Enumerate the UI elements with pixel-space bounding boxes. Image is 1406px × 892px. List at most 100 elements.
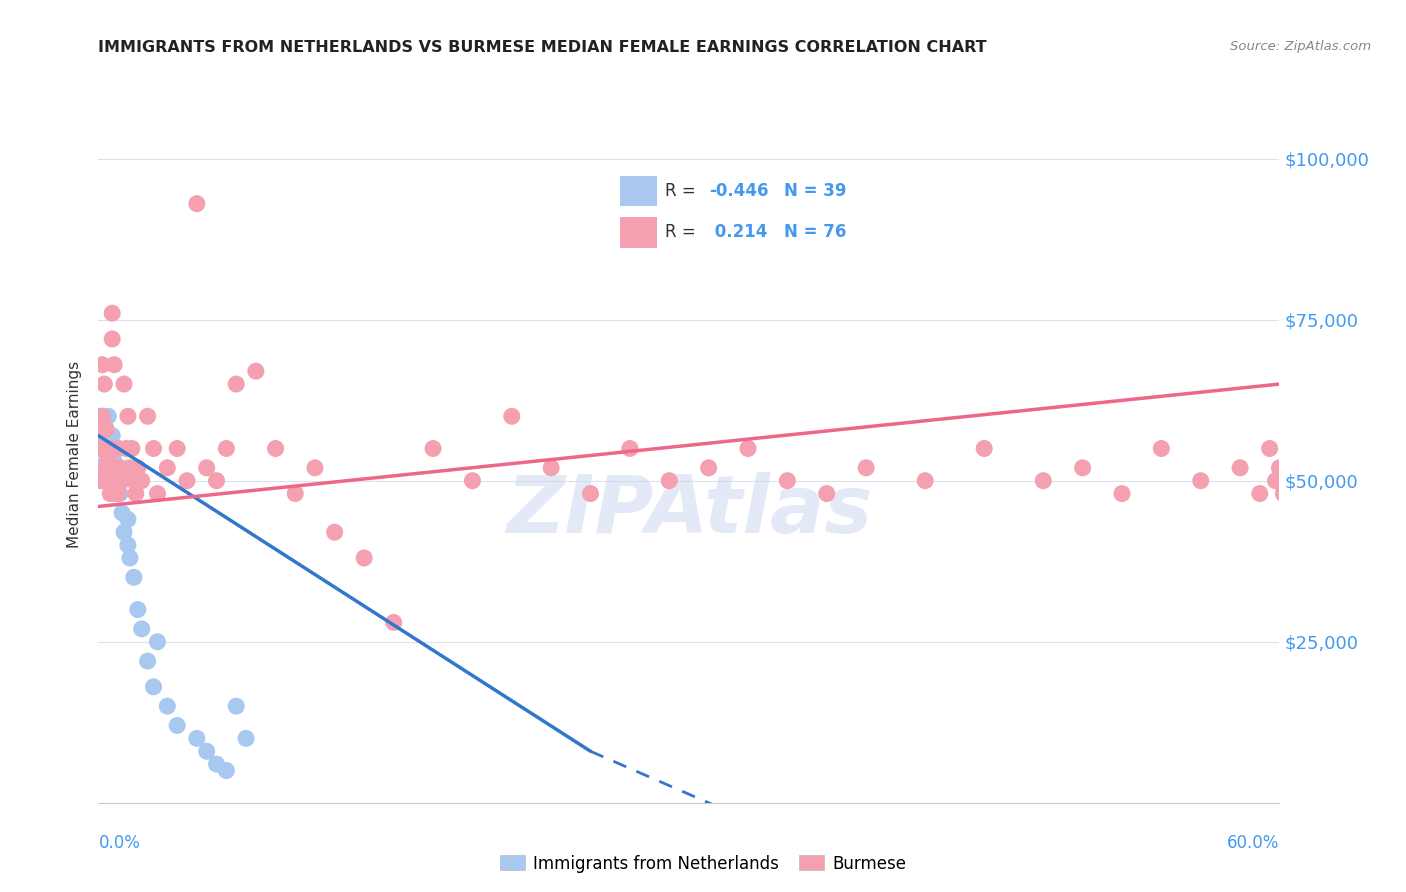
Point [89, 474, 111, 488]
Point [107, 486, 129, 500]
Point [96, 442, 118, 456]
Point [205, 474, 228, 488]
Point [108, 460, 131, 475]
Point [146, 634, 169, 648]
Point [215, 442, 238, 456]
Legend: Immigrants from Netherlands, Burmese: Immigrants from Netherlands, Burmese [494, 848, 912, 880]
Point [186, 196, 208, 211]
Point [697, 460, 720, 475]
Point [101, 428, 124, 442]
Point [1258, 442, 1281, 456]
Point [195, 744, 218, 758]
Point [103, 454, 125, 468]
Point [96, 460, 118, 475]
Point [146, 486, 169, 500]
Text: IMMIGRANTS FROM NETHERLANDS VS BURMESE MEDIAN FEMALE EARNINGS CORRELATION CHART: IMMIGRANTS FROM NETHERLANDS VS BURMESE M… [98, 40, 987, 55]
Point [117, 409, 139, 424]
Point [127, 602, 149, 616]
Point [323, 525, 346, 540]
Point [93, 428, 115, 442]
Point [776, 474, 799, 488]
Y-axis label: Median Female Earnings: Median Female Earnings [67, 361, 83, 549]
Point [914, 474, 936, 488]
Point [131, 474, 153, 488]
Point [166, 718, 188, 732]
Point [112, 525, 135, 540]
Point [136, 654, 159, 668]
Point [225, 699, 247, 714]
Point [353, 551, 375, 566]
Text: N = 76: N = 76 [785, 223, 846, 241]
Point [89, 442, 111, 456]
Point [215, 764, 238, 778]
Point [98, 442, 121, 456]
FancyBboxPatch shape [620, 218, 657, 248]
Point [105, 442, 128, 456]
Point [195, 460, 218, 475]
Point [1272, 486, 1295, 500]
Point [264, 442, 287, 456]
Point [107, 442, 129, 456]
Text: R =: R = [665, 182, 702, 200]
Text: 0.0%: 0.0% [98, 834, 141, 852]
Point [118, 460, 141, 475]
Point [97, 454, 120, 468]
Point [108, 486, 131, 500]
Point [142, 680, 165, 694]
Point [225, 377, 247, 392]
Point [1189, 474, 1212, 488]
Point [98, 442, 121, 456]
Point [93, 442, 115, 456]
Point [96, 422, 118, 436]
Point [91, 460, 114, 475]
Point [91, 358, 114, 372]
Point [98, 460, 121, 475]
Point [1071, 460, 1094, 475]
Point [156, 460, 179, 475]
Point [107, 442, 129, 456]
Text: 0.214: 0.214 [709, 223, 768, 241]
Point [115, 442, 138, 456]
Text: 60.0%: 60.0% [1227, 834, 1279, 852]
Text: ZIPAtlas: ZIPAtlas [506, 472, 872, 549]
Point [101, 332, 124, 346]
Point [89, 409, 111, 424]
Text: N = 39: N = 39 [785, 182, 846, 200]
Point [461, 474, 484, 488]
Point [1278, 460, 1301, 475]
Point [91, 409, 114, 424]
Point [131, 622, 153, 636]
FancyBboxPatch shape [620, 176, 657, 206]
Point [1229, 460, 1251, 475]
Point [117, 538, 139, 552]
Point [973, 442, 995, 456]
Text: R =: R = [665, 223, 702, 241]
Point [855, 460, 877, 475]
Point [245, 364, 267, 378]
Point [658, 474, 681, 488]
Point [501, 409, 523, 424]
Point [101, 306, 124, 320]
Point [815, 486, 838, 500]
Point [235, 731, 257, 746]
Point [284, 486, 307, 500]
Point [1111, 486, 1133, 500]
Point [93, 474, 115, 488]
Point [96, 454, 118, 468]
Point [1150, 442, 1173, 456]
Point [422, 442, 444, 456]
Point [97, 435, 120, 450]
Point [103, 486, 125, 500]
Point [103, 358, 125, 372]
Point [97, 474, 120, 488]
Point [93, 377, 115, 392]
Point [122, 474, 145, 488]
Point [1264, 474, 1286, 488]
Point [1268, 460, 1291, 475]
Point [89, 442, 111, 456]
Point [127, 460, 149, 475]
Point [97, 409, 120, 424]
Point [186, 731, 208, 746]
Point [125, 486, 148, 500]
Point [176, 474, 198, 488]
